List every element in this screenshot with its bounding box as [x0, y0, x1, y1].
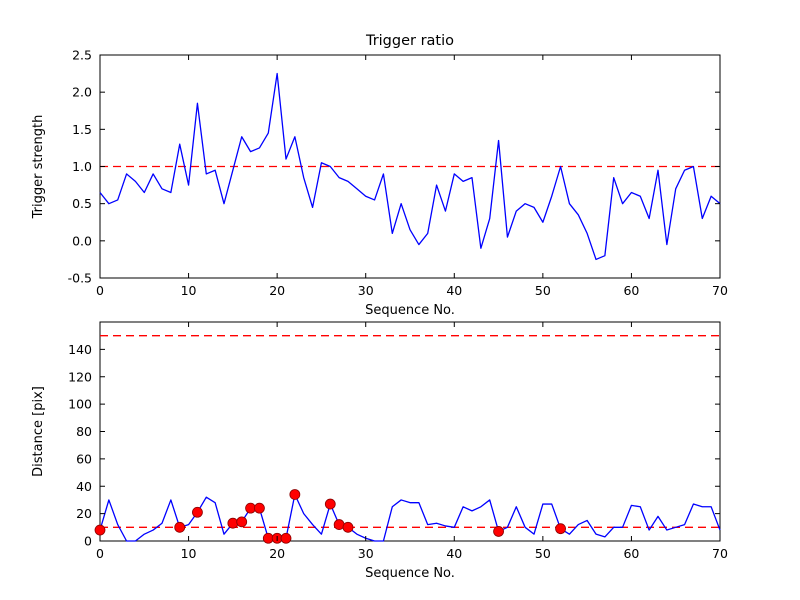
event-marker-dot: [342, 521, 354, 533]
x-tick-label: 10: [181, 546, 197, 561]
x-tick-label: 10: [181, 283, 197, 298]
y-tick-label: 1.0: [72, 159, 92, 174]
y-tick-label: 0: [84, 534, 92, 549]
y-tick-label: 1.5: [72, 122, 92, 137]
event-marker-dot: [280, 532, 292, 544]
y-tick-label: 60: [76, 451, 92, 466]
y-tick-label: -0.5: [68, 271, 92, 286]
y-tick-label: 80: [76, 424, 92, 439]
event-marker-dot: [174, 521, 186, 533]
x-tick-label: 60: [623, 546, 639, 561]
event-marker-dot: [227, 517, 239, 529]
event-marker-dot: [94, 524, 106, 536]
x-tick-label: 30: [358, 546, 374, 561]
x-tick-label: 20: [269, 283, 285, 298]
x-tick-label: 60: [623, 283, 639, 298]
x-tick-label: 50: [535, 546, 551, 561]
event-marker-dot: [236, 516, 248, 528]
y-axis-label: Distance [pix]: [31, 386, 46, 477]
event-marker-dot: [254, 502, 265, 514]
x-axis-label: Sequence No.: [365, 566, 455, 581]
x-tick-label: 70: [712, 546, 728, 561]
event-marker-dot: [555, 523, 566, 535]
x-tick-label: 0: [96, 283, 104, 298]
plot-area: [99, 54, 721, 279]
y-tick-label: 120: [68, 369, 92, 384]
y-tick-label: 40: [76, 479, 92, 494]
event-marker-dot: [324, 498, 336, 510]
y-axis-label: Trigger strength: [31, 115, 46, 220]
y-tick-label: 2.5: [72, 48, 92, 63]
x-tick-label: 40: [446, 546, 462, 561]
y-tick-label: 0.0: [72, 233, 92, 248]
data-line-series: [99, 493, 721, 542]
x-axis-label: Sequence No.: [365, 303, 455, 318]
event-marker-dot: [493, 526, 504, 537]
event-marker-dot: [192, 506, 203, 518]
x-tick-label: 40: [446, 283, 462, 298]
x-tick-label: 30: [358, 283, 374, 298]
x-tick-label: 20: [269, 546, 285, 561]
plot-area: [99, 321, 721, 542]
y-tick-label: 20: [76, 506, 92, 521]
chart-title: Trigger ratio: [365, 33, 454, 49]
x-tick-label: 70: [712, 283, 728, 298]
y-tick-label: 0.5: [72, 196, 92, 211]
event-marker-dot: [333, 519, 345, 530]
y-tick-label: 140: [68, 342, 92, 357]
x-tick-label: 0: [96, 546, 104, 561]
y-tick-label: 2.0: [72, 85, 92, 100]
event-marker-dot: [289, 489, 301, 500]
x-tick-label: 50: [535, 283, 551, 298]
data-line-series: [99, 72, 721, 261]
y-tick-label: 100: [68, 397, 92, 412]
